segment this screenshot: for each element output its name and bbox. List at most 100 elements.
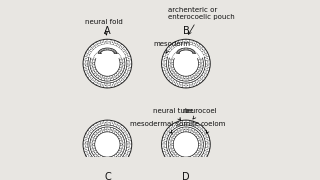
Circle shape — [128, 58, 129, 59]
Circle shape — [184, 166, 185, 167]
Circle shape — [176, 75, 177, 76]
Circle shape — [198, 71, 199, 72]
Circle shape — [176, 132, 177, 133]
Circle shape — [106, 48, 107, 49]
Circle shape — [120, 152, 121, 153]
Circle shape — [98, 51, 99, 52]
Circle shape — [122, 60, 123, 61]
Circle shape — [196, 73, 197, 74]
Circle shape — [112, 123, 113, 124]
Text: C: C — [104, 172, 111, 180]
Circle shape — [200, 66, 201, 67]
Circle shape — [198, 55, 199, 56]
Circle shape — [184, 48, 185, 49]
Circle shape — [194, 124, 195, 125]
Circle shape — [115, 164, 116, 165]
Circle shape — [83, 39, 132, 88]
Text: archenteric or
enterocoelic pouch: archenteric or enterocoelic pouch — [168, 7, 235, 34]
Circle shape — [194, 83, 195, 84]
Circle shape — [174, 125, 175, 126]
Circle shape — [174, 44, 175, 45]
Circle shape — [111, 49, 112, 50]
Circle shape — [105, 166, 106, 167]
Circle shape — [118, 53, 119, 54]
Circle shape — [174, 73, 175, 74]
Circle shape — [195, 156, 196, 157]
Circle shape — [95, 125, 96, 126]
Circle shape — [195, 51, 196, 52]
Circle shape — [92, 63, 93, 64]
Circle shape — [90, 77, 91, 78]
Circle shape — [118, 163, 119, 164]
Circle shape — [94, 136, 95, 137]
Circle shape — [164, 139, 165, 140]
Circle shape — [184, 159, 185, 160]
Circle shape — [180, 165, 181, 166]
Circle shape — [204, 52, 205, 53]
Circle shape — [173, 51, 199, 76]
Circle shape — [202, 49, 203, 50]
Circle shape — [108, 48, 109, 49]
Circle shape — [99, 43, 100, 44]
Circle shape — [127, 55, 128, 56]
Circle shape — [200, 46, 201, 47]
Circle shape — [128, 139, 129, 140]
Circle shape — [206, 71, 207, 72]
Circle shape — [200, 60, 201, 61]
Circle shape — [187, 78, 188, 79]
Circle shape — [122, 144, 123, 145]
Circle shape — [167, 52, 168, 53]
Circle shape — [87, 152, 88, 153]
Circle shape — [118, 154, 119, 155]
Circle shape — [122, 63, 123, 64]
Circle shape — [176, 51, 177, 52]
Circle shape — [165, 152, 166, 153]
Circle shape — [165, 71, 166, 72]
Circle shape — [174, 154, 175, 155]
Circle shape — [93, 149, 94, 150]
Circle shape — [184, 78, 185, 79]
Circle shape — [177, 43, 178, 44]
Circle shape — [116, 75, 117, 76]
Circle shape — [118, 82, 119, 83]
Circle shape — [170, 144, 171, 145]
Circle shape — [90, 130, 91, 131]
Circle shape — [196, 53, 197, 54]
Circle shape — [93, 80, 94, 81]
Circle shape — [200, 147, 201, 148]
Circle shape — [198, 152, 199, 153]
Circle shape — [83, 120, 132, 169]
Circle shape — [122, 66, 123, 67]
Circle shape — [177, 164, 178, 165]
Circle shape — [116, 132, 117, 133]
Circle shape — [114, 50, 115, 51]
Circle shape — [164, 58, 165, 59]
Circle shape — [170, 63, 171, 64]
Circle shape — [164, 68, 165, 69]
Circle shape — [102, 165, 103, 166]
Circle shape — [90, 49, 91, 50]
Circle shape — [202, 130, 203, 131]
Circle shape — [187, 48, 188, 49]
Circle shape — [202, 158, 203, 159]
Circle shape — [108, 159, 109, 160]
Circle shape — [179, 77, 180, 78]
Circle shape — [179, 50, 180, 51]
Circle shape — [118, 73, 119, 74]
Circle shape — [202, 77, 203, 78]
Circle shape — [121, 139, 122, 140]
Circle shape — [180, 84, 181, 85]
Circle shape — [187, 85, 188, 86]
Circle shape — [118, 134, 119, 135]
Circle shape — [121, 80, 122, 81]
Circle shape — [116, 51, 117, 52]
Polygon shape — [177, 48, 195, 53]
Circle shape — [96, 53, 97, 54]
Circle shape — [96, 73, 97, 74]
Circle shape — [112, 165, 113, 166]
Circle shape — [106, 129, 107, 130]
Circle shape — [93, 161, 94, 162]
Circle shape — [85, 65, 86, 66]
Text: neural fold: neural fold — [84, 19, 122, 35]
Circle shape — [99, 124, 100, 125]
